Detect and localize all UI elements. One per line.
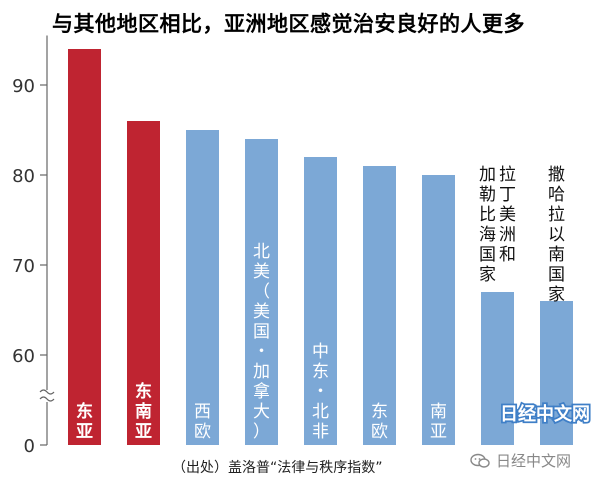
bar bbox=[186, 130, 219, 445]
bar-label: 欧 bbox=[371, 422, 388, 442]
bar-label: 家 bbox=[548, 285, 565, 305]
bar bbox=[245, 139, 278, 445]
y-tick-label: 90 bbox=[12, 76, 35, 97]
bar-label: ・ bbox=[312, 382, 329, 402]
y-tick-label: 0 bbox=[24, 436, 35, 457]
brand-watermark-text: 日经中文网 bbox=[496, 452, 572, 470]
bar bbox=[363, 166, 396, 445]
bar-label: 亚 bbox=[76, 422, 93, 442]
bar bbox=[481, 292, 514, 445]
bar-label: 南 bbox=[430, 402, 447, 422]
bar bbox=[540, 301, 573, 445]
bar-label: 撒 bbox=[548, 165, 565, 185]
bar-label: 东 bbox=[135, 381, 152, 402]
bar-label: ） bbox=[253, 422, 270, 442]
bar-label: 北 bbox=[312, 402, 329, 422]
bars bbox=[68, 49, 573, 445]
bar-label: 非 bbox=[312, 422, 329, 442]
bar-label: 比 bbox=[479, 205, 496, 225]
bar-label: 美 bbox=[253, 262, 270, 282]
bar-label: 美 bbox=[499, 205, 516, 225]
bar-label: 国 bbox=[548, 265, 565, 285]
bar-label: 西 bbox=[194, 402, 211, 422]
bar-label: 海 bbox=[479, 225, 496, 245]
bar-label: 东 bbox=[371, 402, 388, 422]
source-note: （出处）盖洛普“法律与秩序指数” bbox=[172, 460, 383, 476]
bar-label: 拉 bbox=[548, 205, 565, 225]
bar-label: 南 bbox=[548, 245, 565, 265]
bar-label: 中 bbox=[312, 342, 329, 362]
bar-label: 家 bbox=[479, 265, 496, 285]
bar-label: 东 bbox=[312, 362, 329, 382]
bar-label: 哈 bbox=[548, 185, 565, 205]
bar bbox=[422, 175, 455, 445]
y-tick-label: 70 bbox=[12, 256, 35, 277]
bar bbox=[127, 121, 160, 445]
bar-label: 加 bbox=[479, 165, 496, 185]
chat-bubble-icon bbox=[470, 453, 490, 468]
bar-label: 拿 bbox=[253, 381, 270, 402]
chart-watermark: 日经中文网 bbox=[500, 403, 590, 425]
y-tick-label: 60 bbox=[12, 346, 35, 367]
bar-label: 加 bbox=[253, 362, 270, 382]
bar-labels: 东亚东南亚西欧北美（美国・加拿大）中东・北非东欧南亚拉丁美洲和加勒比海国家撒哈拉… bbox=[76, 165, 565, 442]
bar-label: （ bbox=[253, 282, 270, 302]
bar-label: 丁 bbox=[499, 185, 516, 205]
bar-label: 北 bbox=[253, 242, 270, 262]
brand-watermark: 日经中文网 bbox=[470, 450, 571, 471]
bar-label: 亚 bbox=[135, 422, 152, 442]
bar-label: 亚 bbox=[430, 422, 447, 442]
bar bbox=[68, 49, 101, 445]
axis-break-mark bbox=[39, 389, 55, 395]
bar-label: 南 bbox=[135, 401, 152, 422]
bar-label: 美 bbox=[253, 302, 270, 322]
bar-label: 欧 bbox=[194, 422, 211, 442]
bar bbox=[304, 157, 337, 445]
bar-label: 勒 bbox=[479, 185, 496, 205]
bar-label: 洲 bbox=[499, 225, 516, 245]
bar-label: 东 bbox=[76, 401, 93, 422]
y-tick-label: 80 bbox=[12, 166, 35, 187]
bar-label: 和 bbox=[499, 245, 516, 265]
bar-label: ・ bbox=[253, 342, 270, 362]
bar-label: 以 bbox=[548, 225, 565, 245]
bar-label: 拉 bbox=[499, 165, 516, 185]
bar-label: 大 bbox=[253, 402, 270, 422]
bar-label: 国 bbox=[479, 245, 496, 265]
axis-break-mark bbox=[39, 396, 55, 402]
bar-label: 国 bbox=[253, 322, 270, 342]
y-axis: 0 60 70 80 90 bbox=[12, 35, 55, 457]
chart-title: 与其他地区相比，亚洲地区感觉治安良好的人更多 bbox=[52, 12, 525, 36]
